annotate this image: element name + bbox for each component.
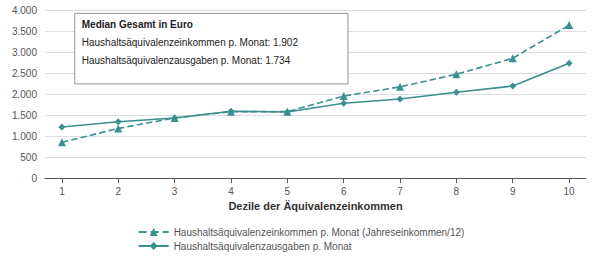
svg-text:3: 3 bbox=[172, 186, 178, 197]
svg-text:3.000: 3.000 bbox=[12, 47, 37, 58]
svg-text:8: 8 bbox=[454, 186, 460, 197]
svg-text:1.500: 1.500 bbox=[12, 110, 37, 121]
svg-text:0: 0 bbox=[31, 173, 37, 184]
svg-text:7: 7 bbox=[397, 186, 403, 197]
svg-text:6: 6 bbox=[341, 186, 347, 197]
svg-text:2.000: 2.000 bbox=[12, 89, 37, 100]
svg-text:9: 9 bbox=[510, 186, 516, 197]
svg-text:1: 1 bbox=[59, 186, 65, 197]
svg-text:2.500: 2.500 bbox=[12, 68, 37, 79]
svg-text:4.000: 4.000 bbox=[12, 5, 37, 16]
svg-text:10: 10 bbox=[564, 186, 576, 197]
svg-text:5: 5 bbox=[285, 186, 291, 197]
svg-text:Haushaltsäquivalenzeinkommen p: Haushaltsäquivalenzeinkommen p. Monat: 1… bbox=[82, 37, 299, 48]
svg-text:500: 500 bbox=[20, 152, 37, 163]
svg-text:1.000: 1.000 bbox=[12, 131, 37, 142]
svg-text:3.500: 3.500 bbox=[12, 26, 37, 37]
svg-text:Haushaltsäquivalenzeinkommen p: Haushaltsäquivalenzeinkommen p. Monat (J… bbox=[174, 227, 465, 238]
svg-text:Median Gesamt in Euro: Median Gesamt in Euro bbox=[82, 19, 193, 30]
svg-text:2: 2 bbox=[115, 186, 121, 197]
svg-text:Haushaltsäquivalenzausgaben p.: Haushaltsäquivalenzausgaben p. Monat: 1.… bbox=[82, 55, 291, 66]
svg-text:Dezile der Äquivalenzeinkommen: Dezile der Äquivalenzeinkommen bbox=[228, 200, 402, 212]
svg-text:Haushaltsäquivalenzausgaben p.: Haushaltsäquivalenzausgaben p. Monat bbox=[174, 241, 352, 252]
svg-text:4: 4 bbox=[228, 186, 234, 197]
